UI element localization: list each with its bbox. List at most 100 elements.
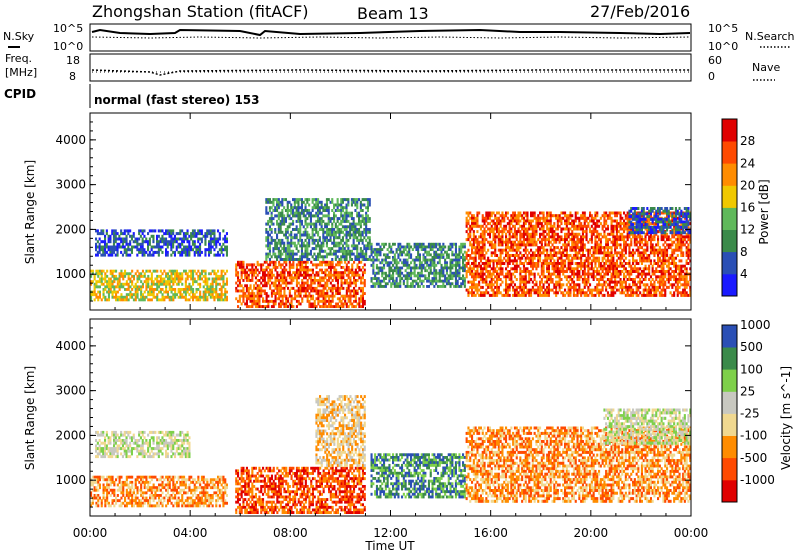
power-echo-cell <box>501 240 504 244</box>
power-echo-cell <box>270 260 273 264</box>
power-echo-cell <box>340 198 343 202</box>
power-echo-cell <box>526 238 529 242</box>
power-echo-cell <box>531 230 534 234</box>
power-echo-cell <box>217 229 220 233</box>
power-echo-cell <box>505 293 508 297</box>
power-echo-cell <box>451 245 454 249</box>
power-echo-cell <box>433 277 436 280</box>
power-echo-cell <box>175 272 178 276</box>
power-echo-cell <box>336 276 339 280</box>
power-echo-cell <box>556 256 559 260</box>
power-echo-cell <box>334 209 337 212</box>
power-echo-cell <box>279 292 282 295</box>
power-echo-cell <box>294 289 297 293</box>
power-echo-cell <box>560 216 563 220</box>
power-echo-cell <box>279 273 282 277</box>
power-echo-cell <box>413 258 416 262</box>
power-echo-cell <box>279 228 282 231</box>
power-echo-cell <box>535 216 538 220</box>
power-echo-cell <box>506 230 509 234</box>
power-echo-cell <box>125 242 128 246</box>
power-echo-cell <box>320 268 323 272</box>
power-echo-cell <box>363 258 366 261</box>
power-echo-cell <box>237 279 240 282</box>
power-echo-cell <box>359 200 362 204</box>
power-echo-cell <box>590 264 593 268</box>
power-echo-cell <box>390 266 393 270</box>
power-echo-cell <box>530 222 533 226</box>
power-echo-cell <box>256 260 259 264</box>
power-echo-cell <box>181 288 184 291</box>
power-echo-cell <box>433 269 436 273</box>
power-echo-cell <box>159 288 162 291</box>
power-echo-cell <box>285 268 288 272</box>
power-echo-cell <box>209 234 212 238</box>
power-echo-cell <box>122 295 125 299</box>
power-echo-cell <box>580 222 583 226</box>
power-echo-cell <box>458 250 461 254</box>
power-echo-cell <box>467 211 470 215</box>
power-echo-cell <box>329 273 332 277</box>
power-echo-cell <box>458 261 461 265</box>
power-echo-cell <box>276 222 279 226</box>
power-echo-cell <box>361 286 364 290</box>
power-echo-cell <box>581 214 584 218</box>
power-echo-cell <box>340 209 343 212</box>
power-echo-cell <box>390 274 393 278</box>
power-echo-cell <box>202 290 205 294</box>
power-echo-cell <box>549 278 552 281</box>
power-echo-cell <box>200 229 203 233</box>
power-echo-cell <box>313 273 316 277</box>
power-echo-cell <box>174 280 177 284</box>
power-echo-cell <box>341 236 344 240</box>
power-echo-cell <box>556 267 559 271</box>
power-echo-cell <box>352 230 355 234</box>
power-echo-cell <box>331 200 334 204</box>
power-echo-cell <box>111 293 114 297</box>
power-echo-cell <box>458 253 461 257</box>
power-echo-cell <box>453 253 456 257</box>
power-echo-cell <box>546 232 549 236</box>
power-echo-cell <box>492 222 495 226</box>
power-echo-cell <box>370 277 373 280</box>
power-echo-cell <box>361 203 364 207</box>
power-echo-cell <box>267 236 270 240</box>
power-echo-cell <box>352 238 355 242</box>
power-echo-cell <box>580 240 583 244</box>
power-echo-cell <box>208 229 211 233</box>
power-echo-cell <box>184 248 187 252</box>
power-echo-cell <box>281 271 284 275</box>
power-echo-cell <box>340 219 343 223</box>
power-echo-cell <box>331 260 334 264</box>
power-echo-cell <box>129 242 132 246</box>
power-echo-cell <box>340 238 343 242</box>
power-echo-cell <box>558 272 561 276</box>
power-echo-cell <box>490 259 493 263</box>
power-echo-cell <box>322 249 325 253</box>
power-echo-cell <box>531 232 534 236</box>
power-echo-cell <box>453 258 456 262</box>
power-echo-cell <box>170 240 173 244</box>
power-echo-cell <box>157 245 160 249</box>
power-echo-cell <box>240 260 243 264</box>
power-echo-cell <box>388 250 391 254</box>
power-echo-cell <box>456 256 459 259</box>
power-echo-cell <box>571 232 574 236</box>
power-echo-cell <box>295 206 298 210</box>
power-echo-cell <box>258 297 261 301</box>
power-echo-cell <box>368 241 371 245</box>
power-echo-cell <box>603 264 606 268</box>
power-echo-cell <box>286 200 289 204</box>
power-echo-cell <box>237 289 240 293</box>
power-echo-cell <box>429 263 432 267</box>
power-echo-cell <box>354 233 357 237</box>
power-echo-cell <box>267 241 270 245</box>
power-echo-cell <box>599 251 602 255</box>
power-echo-cell <box>512 259 515 263</box>
power-echo-cell <box>531 211 534 215</box>
power-echo-cell <box>492 262 495 265</box>
power-echo-cell <box>562 283 565 287</box>
power-echo-cell <box>247 263 250 267</box>
power-echo-cell <box>594 211 597 215</box>
power-echo-cell <box>377 269 380 273</box>
